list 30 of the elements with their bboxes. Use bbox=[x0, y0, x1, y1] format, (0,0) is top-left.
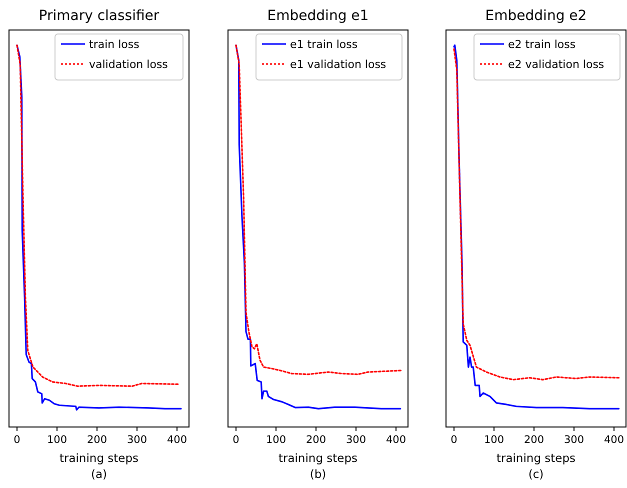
text: (b) bbox=[310, 467, 326, 481]
x-tick-label: 400 bbox=[604, 434, 624, 446]
x-tick-label: 100 bbox=[484, 434, 504, 446]
x-tick-label: 200 bbox=[306, 434, 326, 446]
x-axis-title: training steps bbox=[278, 451, 358, 465]
chart-title: Embedding e2 bbox=[485, 8, 587, 24]
x-tick-label: 0 bbox=[232, 434, 240, 446]
x-tick-label: 0 bbox=[450, 434, 458, 446]
x-tick-label: 100 bbox=[266, 434, 286, 446]
text: (c) bbox=[528, 467, 544, 481]
legend-label: e1 validation loss bbox=[290, 58, 386, 71]
x-axis-title: training steps bbox=[59, 451, 139, 465]
chart-title: Primary classifier bbox=[38, 8, 160, 24]
x-axis-title: training steps bbox=[496, 451, 576, 465]
text: (a) bbox=[90, 467, 108, 481]
x-tick-label: 200 bbox=[86, 434, 108, 446]
x-tick-label: 300 bbox=[564, 434, 584, 446]
legend-label: e2 validation loss bbox=[508, 58, 604, 71]
legend-label: e2 train loss bbox=[508, 38, 576, 51]
x-tick-label: 400 bbox=[166, 434, 188, 446]
legend-label: train loss bbox=[89, 38, 140, 51]
x-tick-label: 400 bbox=[386, 434, 406, 446]
x-tick-label: 200 bbox=[524, 434, 544, 446]
x-tick-label: 0 bbox=[14, 434, 20, 446]
chart-title: Embedding e1 bbox=[267, 8, 369, 24]
x-tick-label: 300 bbox=[126, 434, 148, 446]
legend-label: validation loss bbox=[89, 58, 168, 71]
x-tick-label: 300 bbox=[346, 434, 366, 446]
x-tick-label: 100 bbox=[46, 434, 68, 446]
legend-label: e1 train loss bbox=[290, 38, 358, 51]
